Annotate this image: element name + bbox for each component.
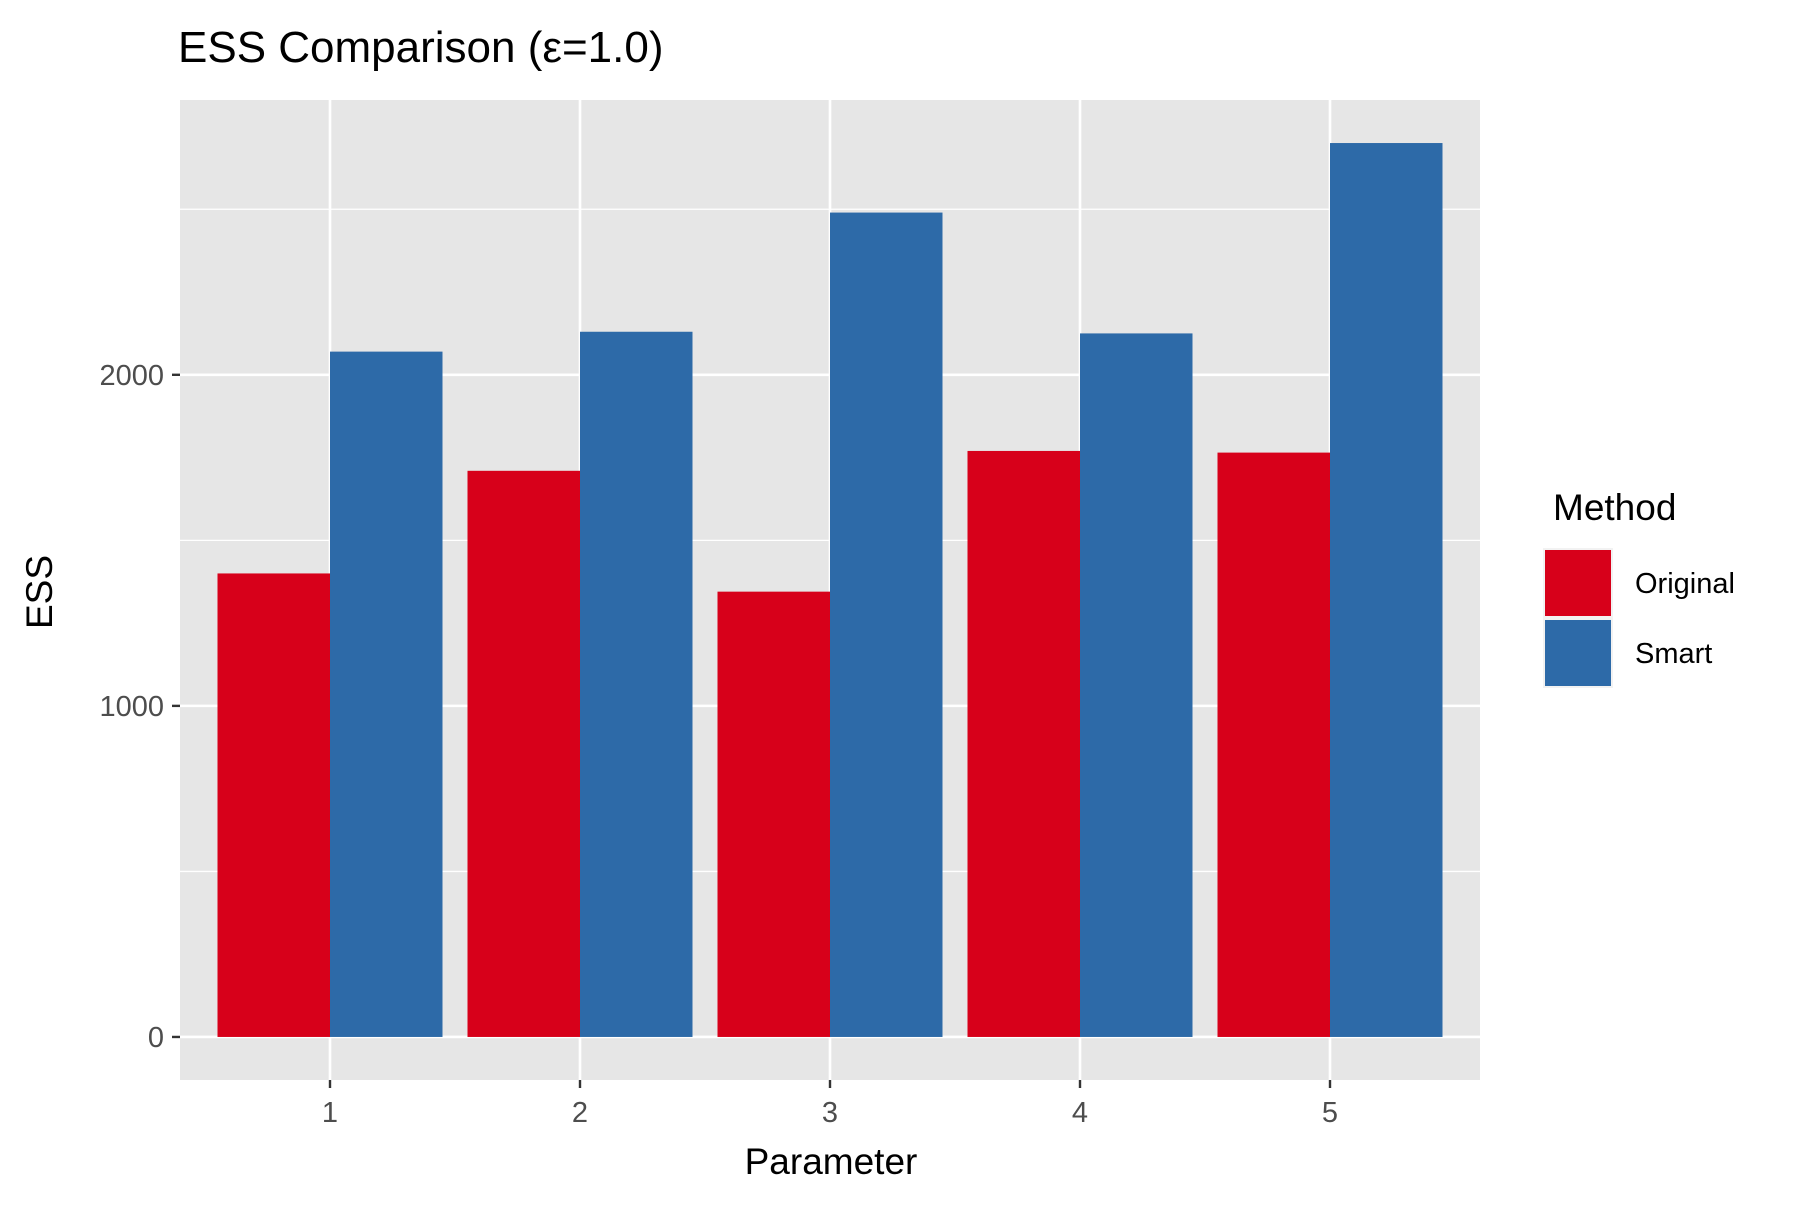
bars-group [217,143,1443,1037]
legend-label-smart: Smart [1635,638,1712,670]
x-tick-label: 2 [572,1097,588,1129]
x-axis: 1 2 3 4 5 [322,1080,1338,1129]
bar-smart-4 [1080,333,1193,1037]
bar-smart-2 [580,331,693,1037]
x-tick-label: 4 [1072,1097,1088,1129]
legend: Method Original Smart [1543,487,1735,688]
chart-title: ESS Comparison (ε=1.0) [178,23,663,72]
legend-swatch-smart [1545,620,1611,686]
legend-title: Method [1553,487,1676,528]
bar-original-1 [217,573,330,1037]
y-tick-label: 2000 [99,360,164,392]
x-tick-label: 5 [1322,1097,1338,1129]
bar-original-3 [717,591,830,1037]
bar-original-5 [1217,452,1330,1037]
legend-label-original: Original [1635,568,1735,600]
x-tick-label: 1 [322,1097,338,1129]
bar-original-2 [467,470,580,1037]
bar-smart-1 [330,351,443,1037]
bar-smart-5 [1330,143,1443,1037]
legend-swatch-original [1545,550,1611,616]
y-tick-label: 0 [148,1022,164,1054]
y-tick-label: 1000 [99,691,164,723]
y-axis-title: ESS [19,555,60,629]
bar-smart-3 [830,212,943,1037]
y-axis: 0 1000 2000 [99,360,180,1054]
x-tick-label: 3 [822,1097,838,1129]
bar-original-4 [967,450,1080,1037]
x-axis-title: Parameter [745,1141,918,1182]
